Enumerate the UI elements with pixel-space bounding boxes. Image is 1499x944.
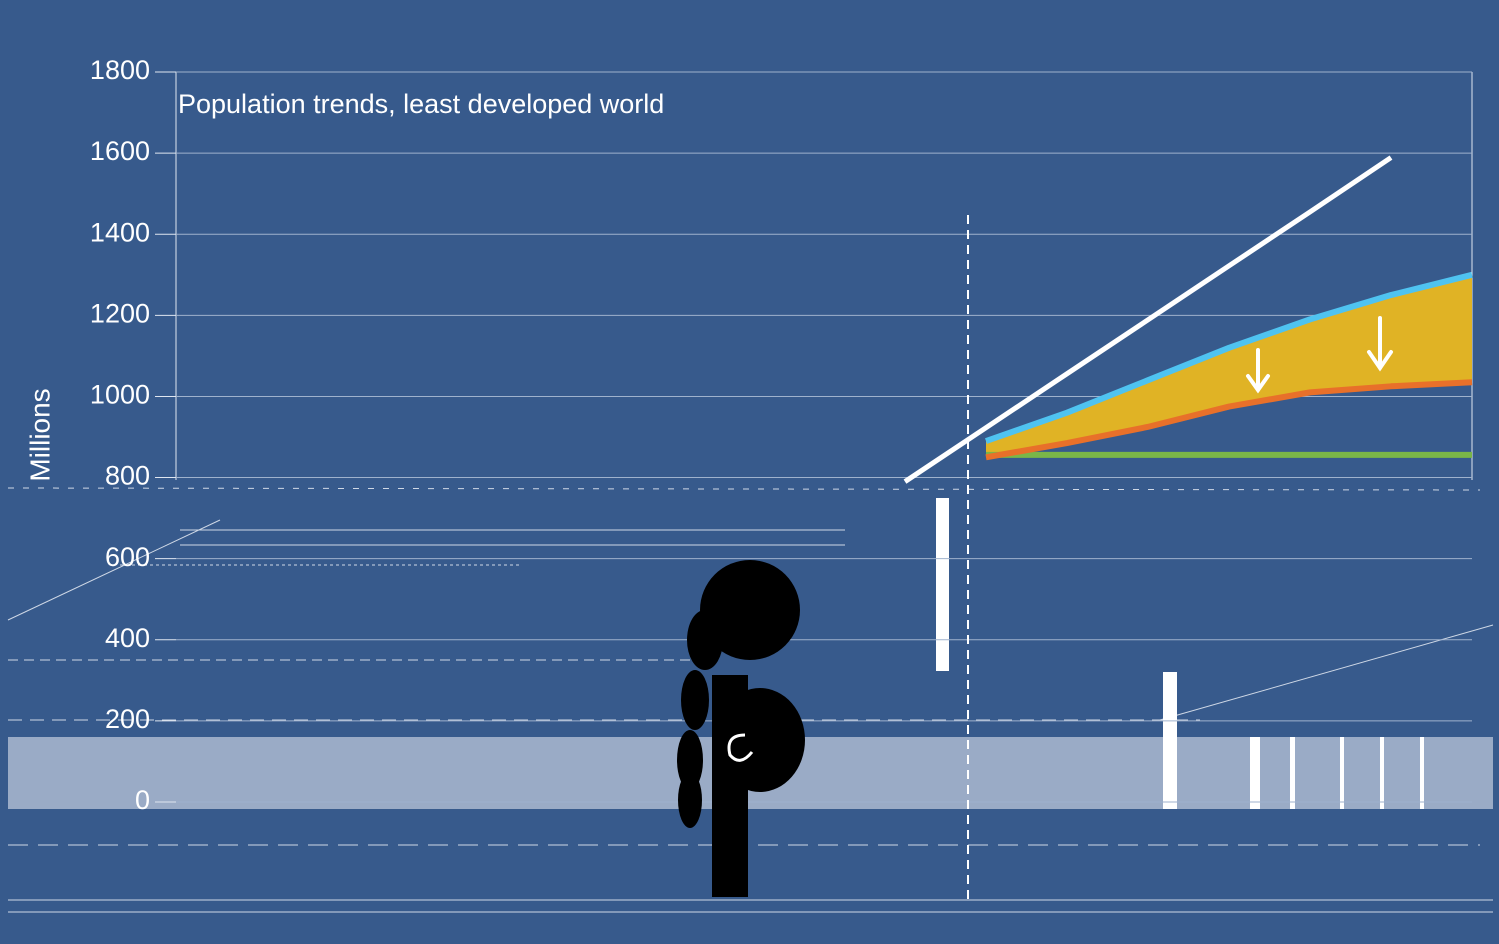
y-tick-label: 1200 [90, 298, 150, 328]
y-tick-label: 800 [105, 461, 150, 491]
y-tick-label: 1600 [90, 136, 150, 166]
line [985, 271, 1473, 444]
y-tick-label: 1000 [90, 380, 150, 410]
y-axis-label: Millions [24, 388, 55, 481]
grid [155, 71, 1472, 803]
band [986, 274, 1472, 458]
y-tick-label: 1800 [90, 55, 150, 85]
arrows [1246, 316, 1393, 394]
silhouette [677, 560, 805, 897]
line [985, 379, 1473, 461]
glitch-bars [936, 498, 1424, 809]
chart-title: Population trends, least developed world [178, 89, 664, 119]
y-tick-label: 600 [105, 542, 150, 572]
y-tick-label: 0 [135, 785, 150, 815]
y-tick-label: 200 [105, 704, 150, 734]
y-tick-label: 400 [105, 623, 150, 653]
line [903, 155, 1393, 484]
marks [903, 155, 1473, 484]
y-tick-label: 1400 [90, 217, 150, 247]
